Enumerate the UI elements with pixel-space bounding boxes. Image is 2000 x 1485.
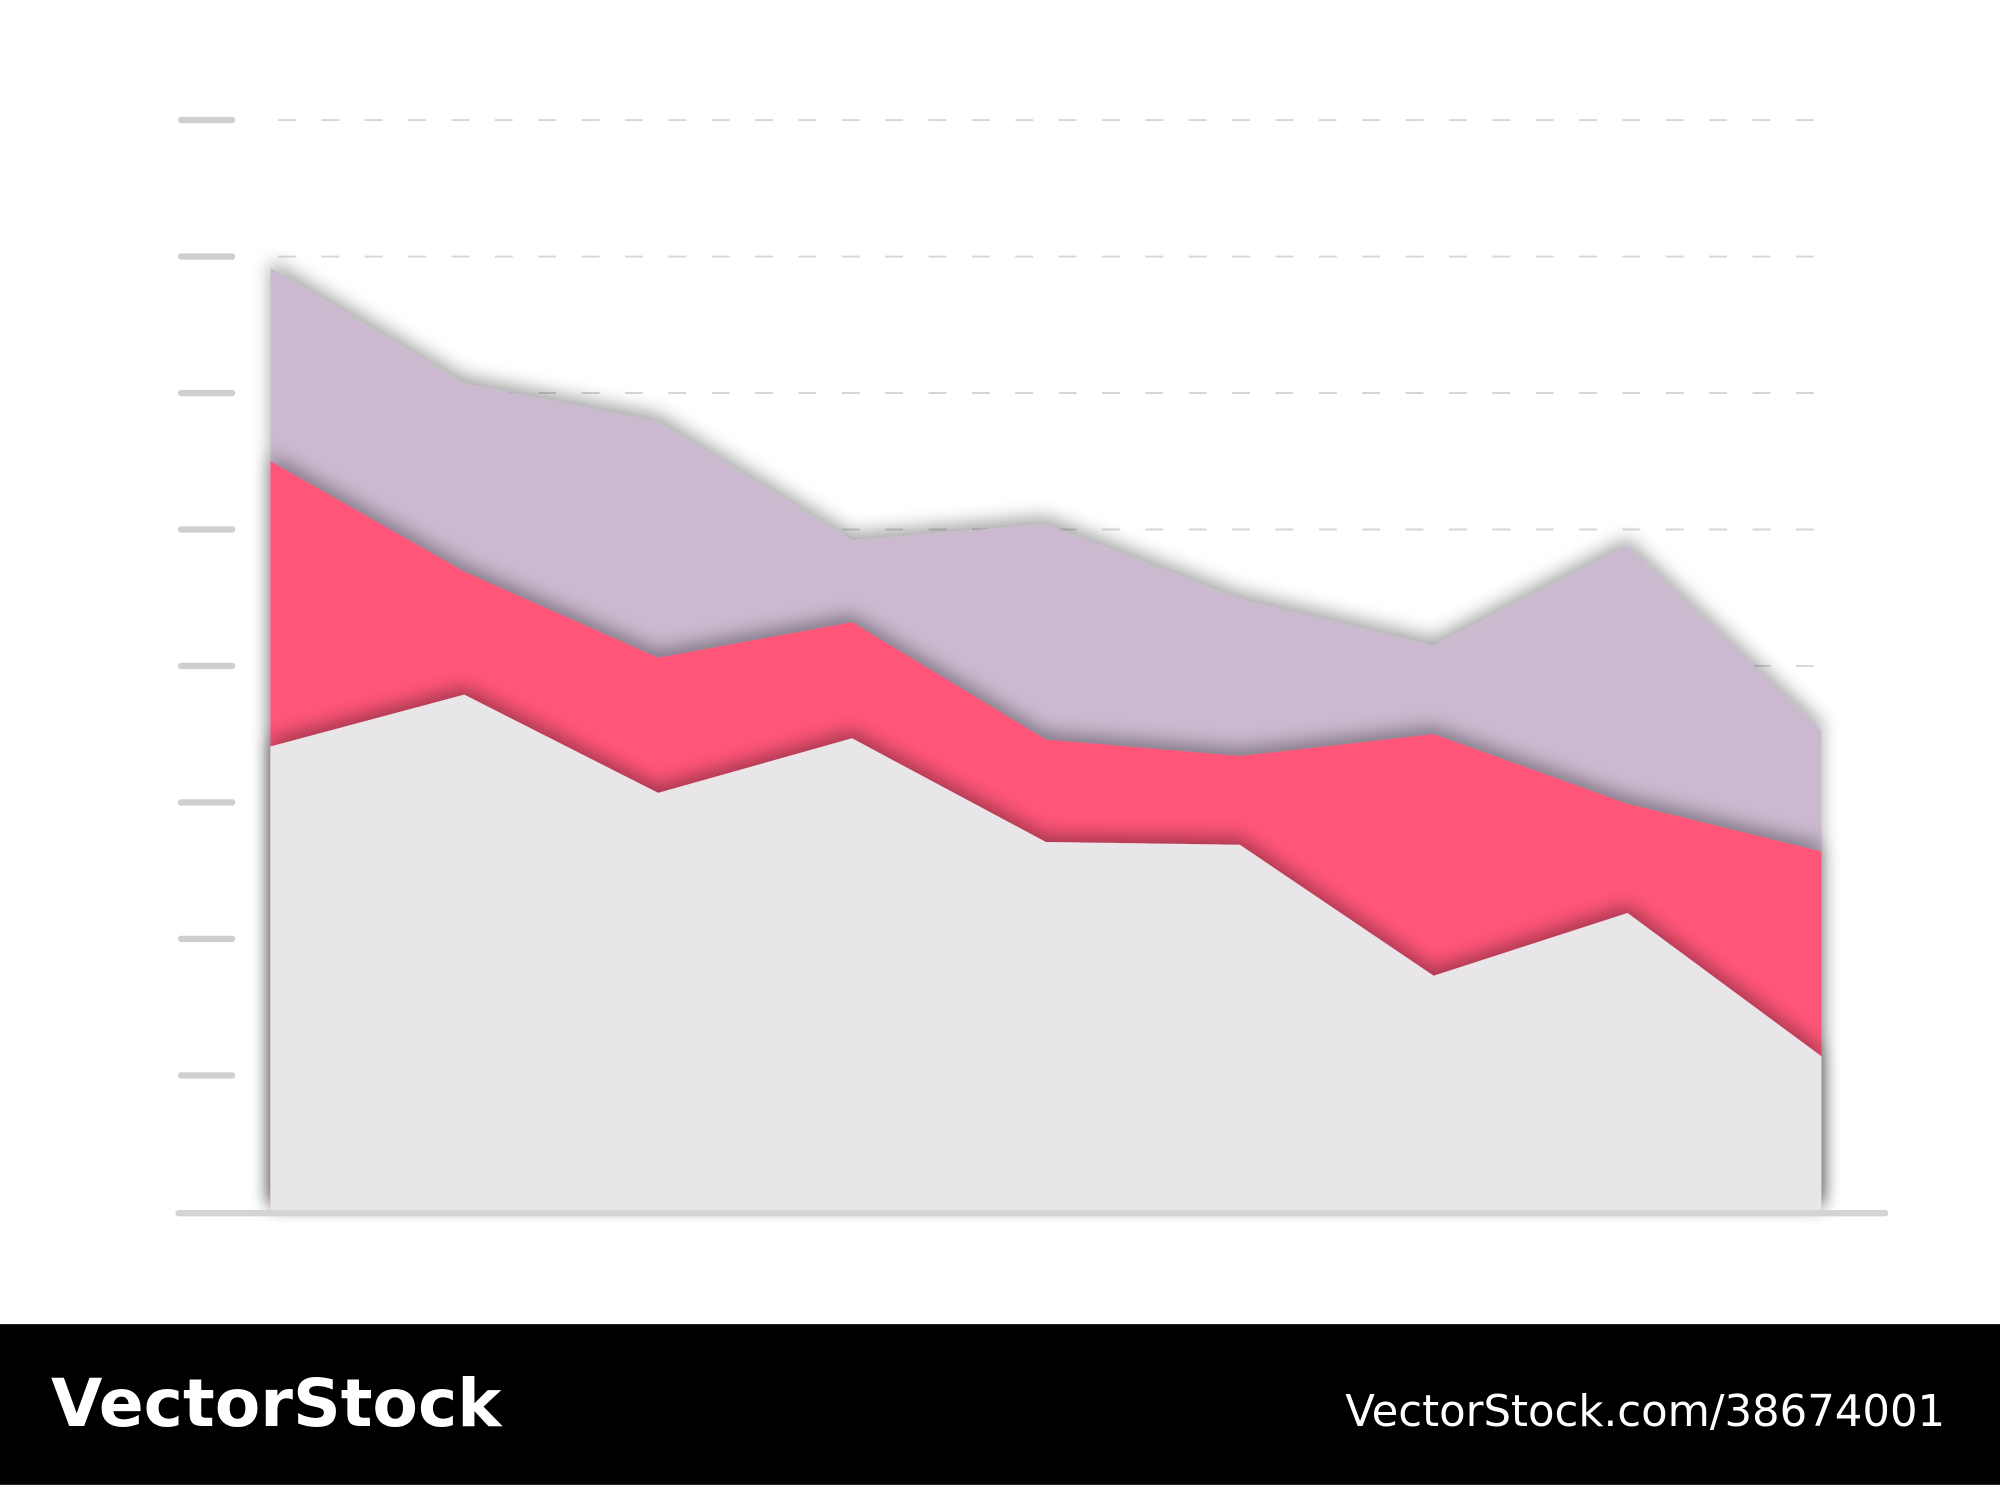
- grid: [177, 116, 1822, 1079]
- areas: [270, 267, 1822, 1212]
- footer-url: VectorStock.com/38674001: [1345, 1387, 1945, 1437]
- area: [270, 694, 1822, 1212]
- footer-bar: [0, 1324, 2000, 1485]
- footer-brand: VectorStock: [51, 1364, 503, 1442]
